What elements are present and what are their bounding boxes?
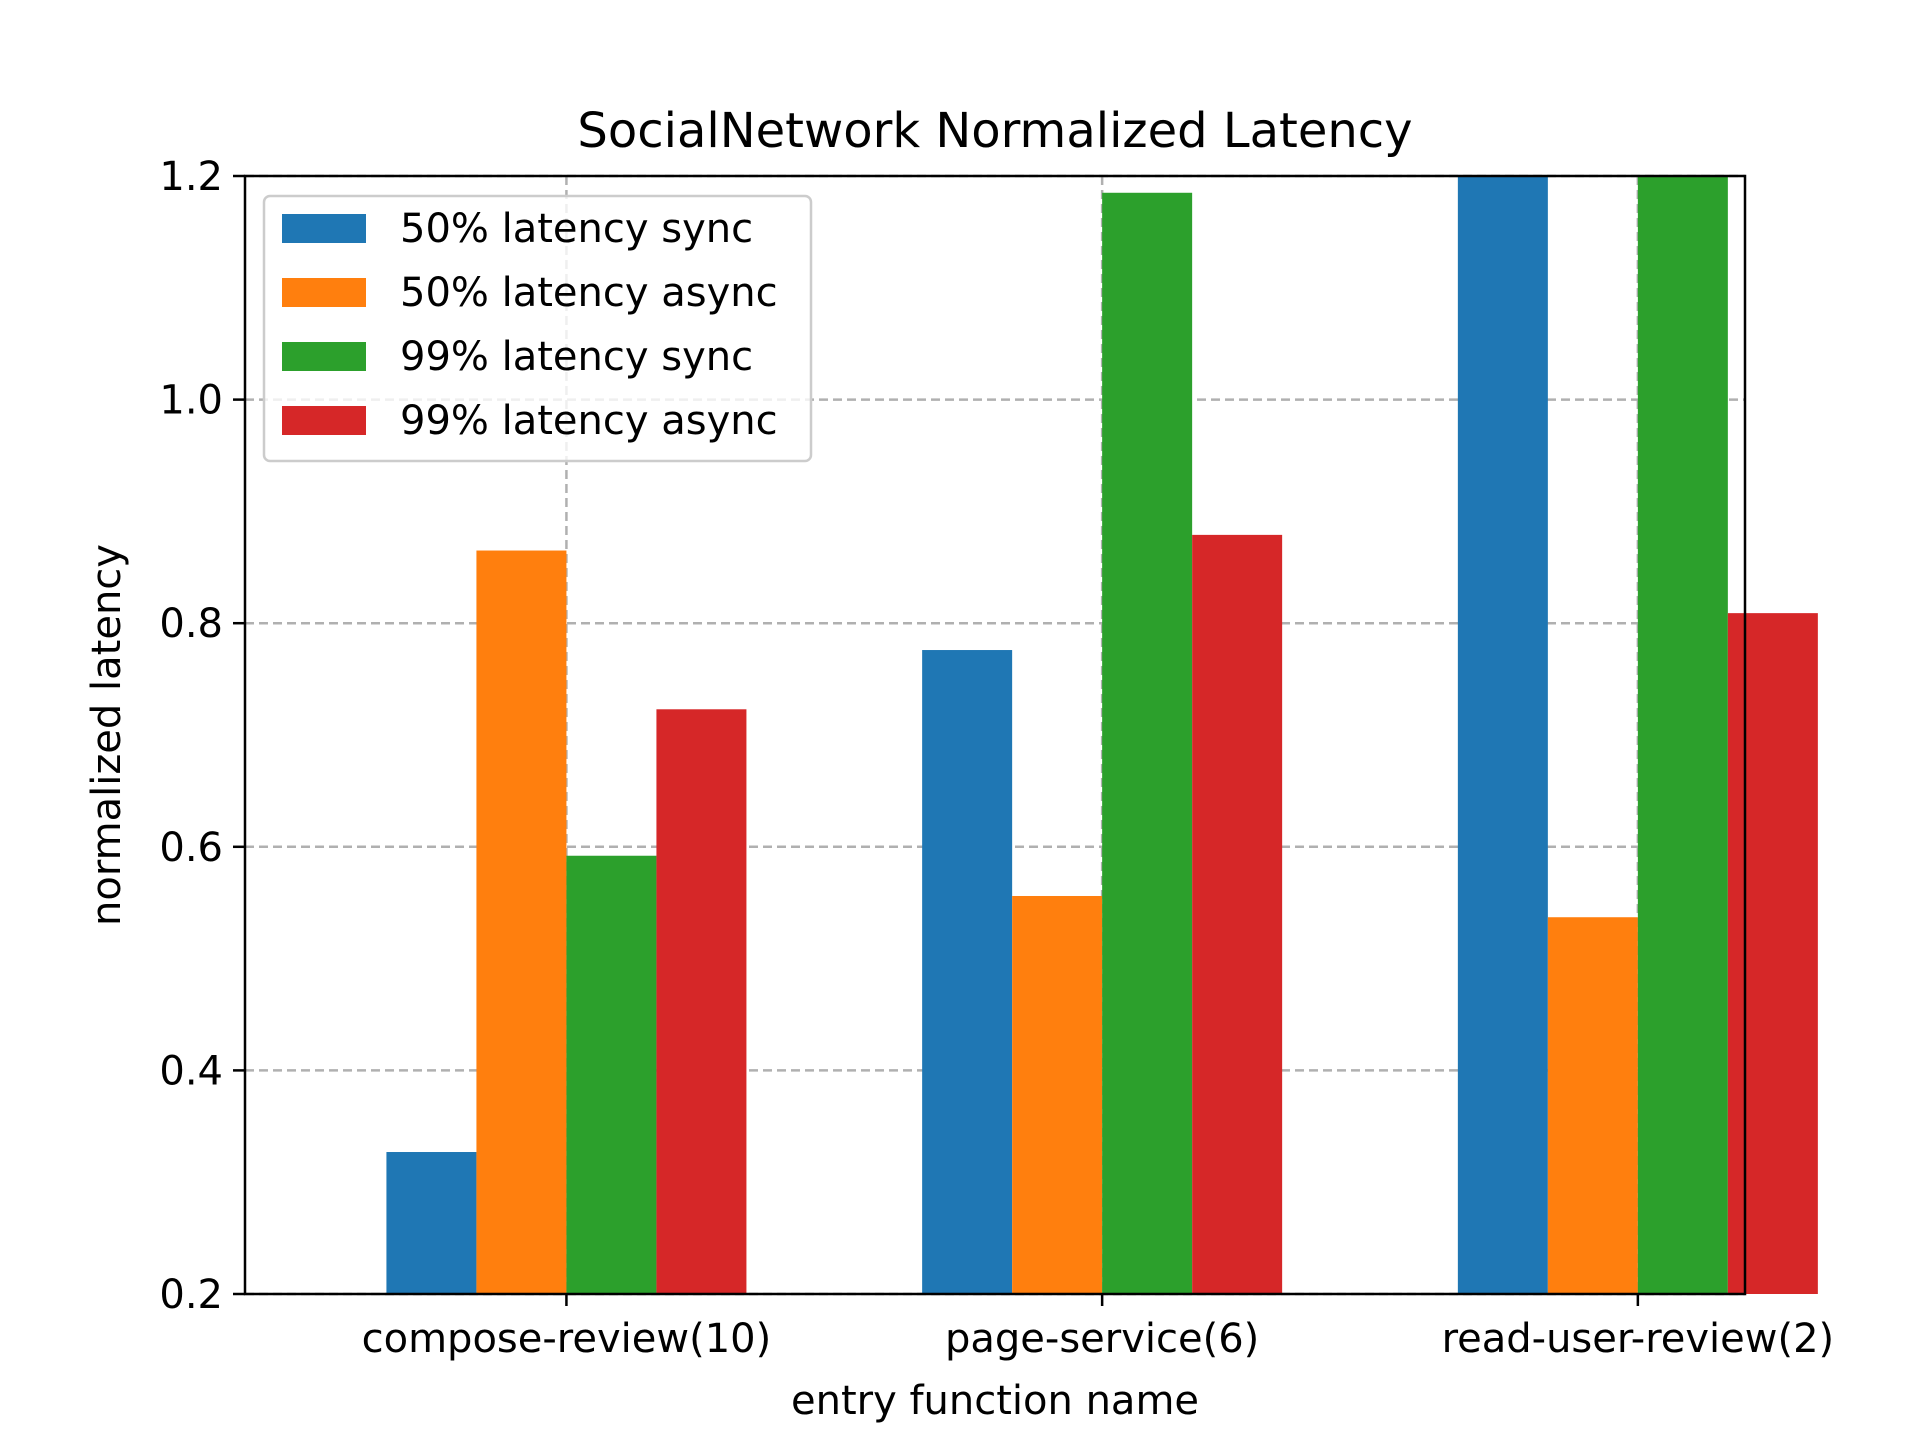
y-tick-label-5: 1.2 (159, 154, 223, 200)
bar-3-3 (1637, 176, 1728, 1294)
legend-label-3: 99% latency sync (400, 334, 753, 380)
bar-3-2 (1102, 192, 1193, 1294)
plot-frame (243, 174, 1747, 1296)
bar-4-2 (1192, 534, 1283, 1294)
y-tick-label-2: 0.6 (159, 825, 223, 871)
bar-1-3 (1457, 176, 1548, 1294)
bar-2-2 (1012, 895, 1103, 1294)
bars (386, 176, 1818, 1294)
y-axis-label: normalized latency (84, 544, 130, 926)
legend-label-2: 50% latency async (400, 270, 778, 316)
x-tick-label-1: page-service(6) (945, 1316, 1259, 1362)
legend-swatch-2 (282, 278, 366, 307)
x-tick-label-2: read-user-review(2) (1442, 1316, 1835, 1362)
legend: 50% latency sync 50% latency async 99% lat… (262, 194, 813, 463)
bar-2-1 (476, 550, 567, 1294)
chart-title: SocialNetwork Normalized Latency (577, 103, 1412, 159)
y-tick-label-1: 0.4 (159, 1048, 223, 1094)
legend-label-1: 50% latency sync (400, 206, 753, 252)
legend-frame (262, 194, 813, 463)
legend-swatch-3 (282, 342, 366, 371)
bar-1-2 (922, 650, 1013, 1294)
legend-swatch-4 (282, 406, 366, 435)
bar-4-1 (656, 709, 747, 1294)
y-tick-label-4: 1.0 (159, 378, 223, 424)
y-axis-ticks: 0.2 0.4 0.6 0.8 1.0 1.2 (159, 154, 245, 1318)
y-tick-label-3: 0.8 (159, 601, 223, 647)
bar-2-3 (1547, 917, 1638, 1294)
legend-label-4: 99% latency async (400, 398, 778, 444)
bar-4-3 (1727, 613, 1818, 1294)
x-axis-ticks: compose-review(10) page-service(6) read-us… (362, 1294, 1835, 1362)
bar-3-1 (566, 855, 657, 1294)
y-tick-label-0: 0.2 (159, 1272, 223, 1318)
bar-1-1 (386, 1152, 477, 1294)
legend-swatch-1 (282, 214, 366, 243)
x-tick-label-0: compose-review(10) (362, 1316, 772, 1362)
x-axis-label: entry function name (791, 1378, 1199, 1424)
